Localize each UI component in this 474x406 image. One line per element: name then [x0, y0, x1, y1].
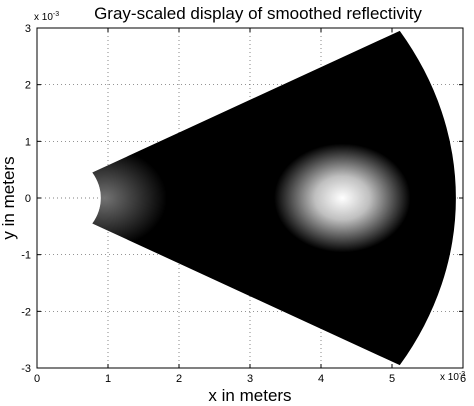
y-tick-label: -1 [21, 250, 31, 262]
x-axis-multiplier: x 10-3 [440, 371, 465, 383]
reflectivity-bright-spot [274, 143, 411, 253]
y-tick-label: 2 [25, 80, 31, 92]
chart-title: Gray-scaled display of smoothed reflecti… [94, 4, 422, 23]
y-tick-label: 0 [25, 193, 31, 205]
y-tick-label: 1 [25, 136, 31, 148]
y-tick-label: 3 [25, 23, 31, 35]
y-axis-label: y in meters [0, 156, 18, 239]
x-tick-label: 4 [318, 373, 324, 385]
x-tick-label: 6 [460, 373, 466, 385]
x-tick-label: 0 [34, 373, 40, 385]
x-tick-label: 5 [389, 373, 395, 385]
y-tick-label: -3 [21, 363, 31, 375]
reflectivity-bright-spot [92, 148, 167, 248]
x-tick-label: 1 [105, 373, 111, 385]
x-axis-label: x in meters [208, 386, 291, 405]
y-axis-multiplier: x 10-3 [34, 11, 59, 23]
x-tick-label: 3 [247, 373, 253, 385]
y-tick-label: -2 [21, 306, 31, 318]
axis-ticks: 0 1 2 3 4 5 6 -3 -2 -1 0 1 2 3 [21, 23, 466, 385]
x-tick-label: 2 [176, 373, 182, 385]
